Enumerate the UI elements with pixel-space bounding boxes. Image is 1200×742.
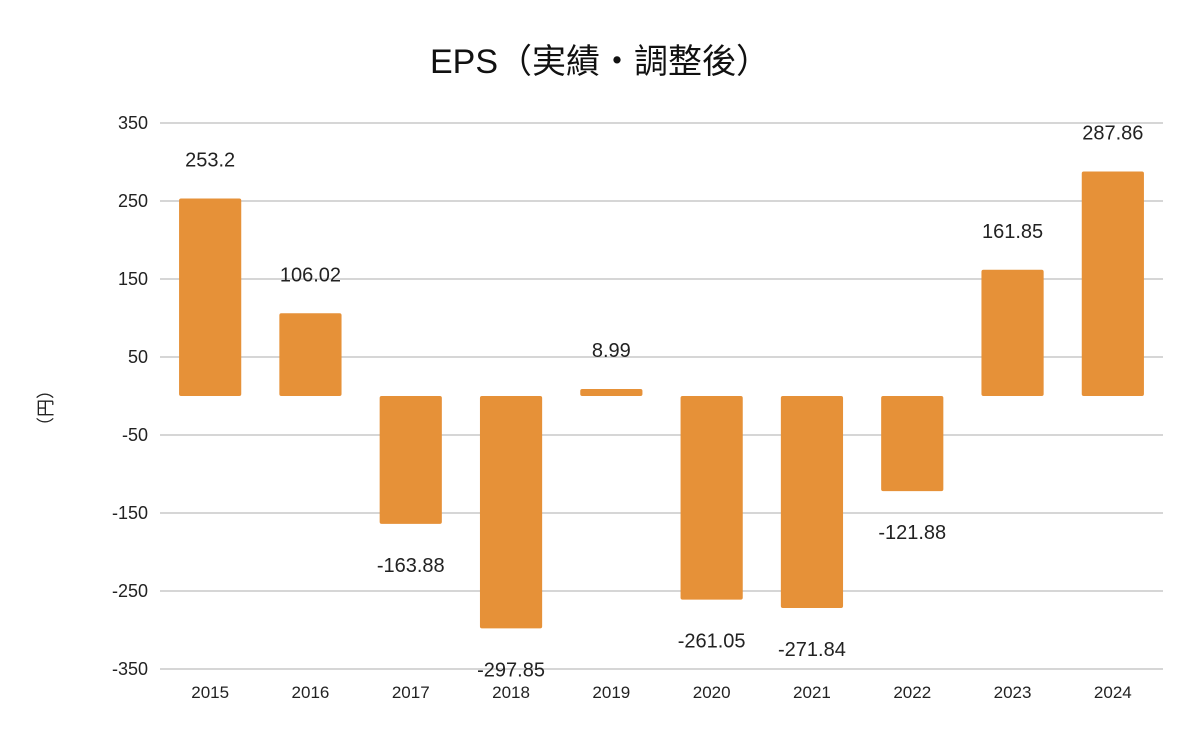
bar-2024 — [1081, 171, 1144, 396]
x-tick-label: 2018 — [492, 683, 530, 702]
data-label-2021: -271.84 — [778, 639, 846, 661]
y-tick-label: 350 — [118, 113, 148, 133]
data-label-2017: -163.88 — [377, 555, 445, 577]
y-axis-ticks: 350 250 150 50 -50 -150 -250 -350 — [112, 113, 148, 679]
bar-2021 — [780, 396, 844, 609]
data-label-2020: -261.05 — [678, 631, 746, 653]
y-axis-label: （円） — [36, 381, 56, 435]
x-tick-label: 2021 — [793, 683, 831, 702]
x-tick-label: 2015 — [191, 683, 229, 702]
y-tick-label: -350 — [112, 659, 148, 679]
data-label-2024: 287.86 — [1082, 122, 1143, 144]
y-tick-label: -150 — [112, 503, 148, 523]
x-tick-label: 2017 — [392, 683, 430, 702]
x-tick-label: 2022 — [893, 683, 931, 702]
x-axis-ticks: 2015 2016 2017 2018 2019 2020 2021 2022 2023 2024 — [191, 683, 1132, 702]
data-label-2015: 253.2 — [185, 150, 235, 172]
y-tick-label: 250 — [118, 191, 148, 211]
data-label-2023: 161.85 — [982, 221, 1043, 243]
data-label-2019: 8.99 — [592, 340, 631, 362]
y-tick-label: -50 — [122, 425, 148, 445]
y-tick-label: 50 — [128, 347, 148, 367]
data-labels: 253.2 106.02 -163.88 -297.85 8.99 -261.05 -271… — [185, 122, 1143, 681]
bar-2020 — [680, 396, 743, 600]
data-label-2016: 106.02 — [280, 264, 341, 286]
bar-2017 — [379, 396, 442, 524]
bar-2019 — [580, 388, 643, 396]
y-tick-label: 150 — [118, 269, 148, 289]
data-label-2022: -121.88 — [878, 522, 946, 544]
bar-2015 — [179, 198, 242, 396]
bar-2022 — [881, 396, 944, 492]
data-label-2018: -297.85 — [477, 659, 545, 681]
x-tick-label: 2024 — [1094, 683, 1132, 702]
bar-2018 — [479, 396, 543, 629]
x-tick-label: 2016 — [292, 683, 330, 702]
x-tick-label: 2023 — [994, 683, 1032, 702]
x-tick-label: 2020 — [693, 683, 731, 702]
bar-2023 — [981, 269, 1044, 396]
x-tick-label: 2019 — [592, 683, 630, 702]
bar-2016 — [279, 313, 342, 396]
bars — [179, 171, 1144, 629]
y-tick-label: -250 — [112, 581, 148, 601]
chart-title: EPS（実績・調整後） — [430, 43, 770, 81]
